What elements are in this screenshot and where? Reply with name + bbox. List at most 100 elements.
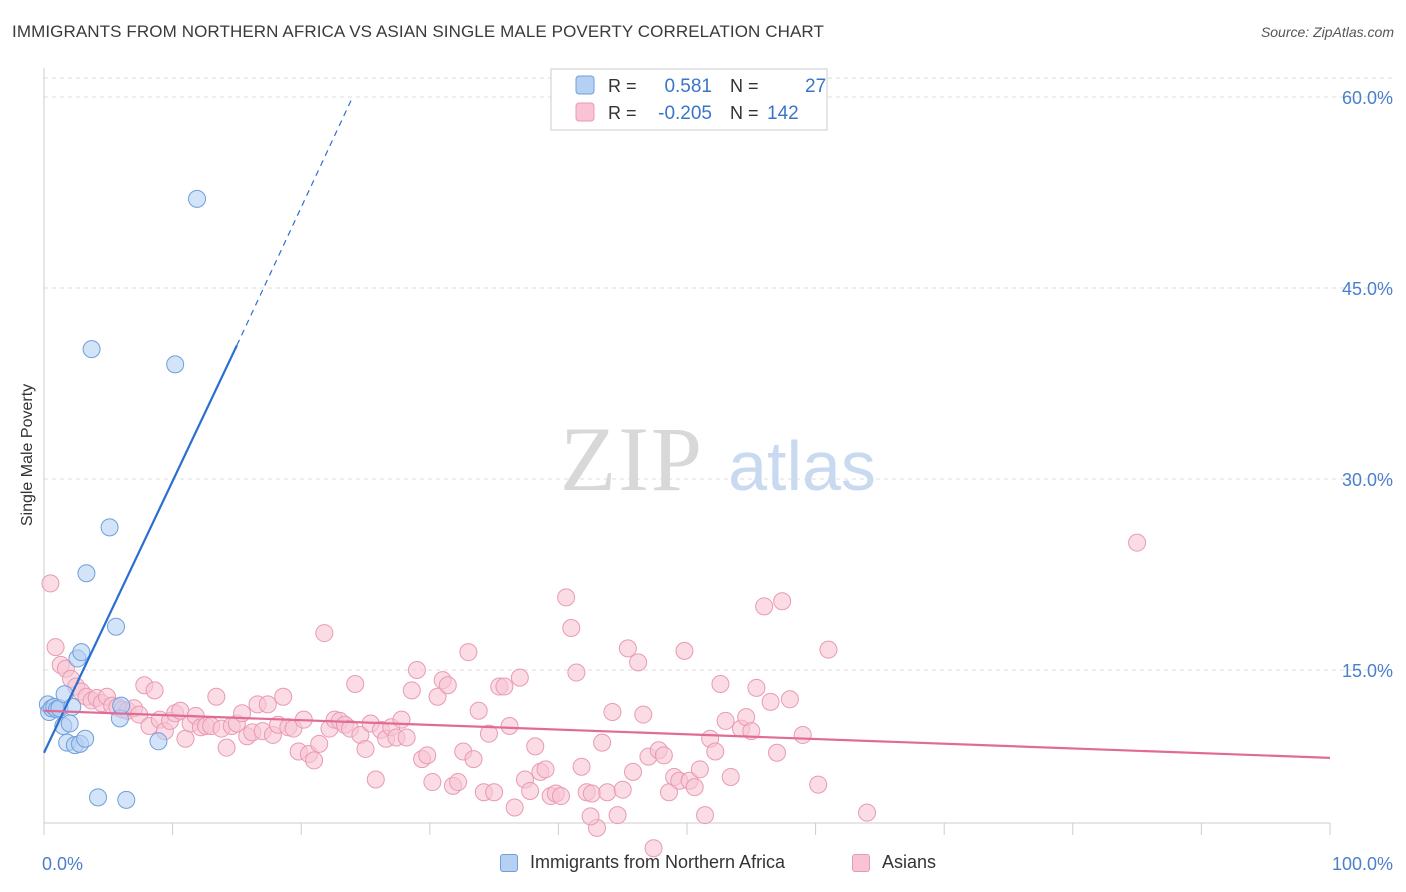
data-point (428, 687, 447, 706)
data-point (107, 617, 126, 636)
data-point (793, 725, 812, 744)
y-tick-label: 45.0% (1342, 279, 1393, 299)
trend-line (43, 709, 1331, 759)
data-point (469, 701, 488, 720)
data-point (149, 732, 168, 751)
chart-title: IMMIGRANTS FROM NORTHERN AFRICA VS ASIAN… (12, 22, 824, 41)
data-point (510, 668, 529, 687)
data-point (696, 806, 715, 825)
data-point (706, 742, 725, 761)
gridlines (44, 77, 1392, 671)
data-point (423, 773, 442, 792)
data-point (188, 189, 207, 208)
data-point (819, 640, 838, 659)
legend-n-value: 142 (767, 103, 799, 124)
watermark-atlas: atlas (728, 427, 876, 505)
legend-r-value: -0.205 (658, 103, 712, 124)
data-point (485, 783, 504, 802)
data-point (449, 773, 468, 792)
legend-n-label: N = (730, 76, 759, 96)
data-point (623, 762, 642, 781)
data-point (77, 564, 96, 583)
data-point (526, 737, 545, 756)
data-point (60, 714, 79, 733)
data-point (495, 677, 514, 696)
data-point (402, 681, 421, 700)
data-point (557, 588, 576, 607)
data-point (711, 675, 730, 694)
x-tick-label: 100.0% (1332, 854, 1393, 874)
legend-item-asians: Asians (852, 852, 936, 873)
bottom-legend: Immigrants from Northern Africa Asians (0, 852, 1406, 878)
data-point (392, 710, 411, 729)
y-tick-label: 60.0% (1342, 88, 1393, 108)
data-point (46, 638, 65, 657)
data-point (76, 729, 95, 748)
legend-blue-swatch (575, 75, 595, 95)
correlation-legend: R = 0.581 N = 27 R = -0.205 N = 142 (550, 68, 828, 131)
data-point (100, 518, 119, 537)
data-point (438, 676, 457, 695)
data-point (1128, 533, 1147, 552)
data-point (581, 807, 600, 826)
data-point (598, 783, 617, 802)
data-point (41, 574, 60, 593)
data-point (716, 711, 735, 730)
legend-n-label: N = (730, 103, 759, 123)
data-point (675, 641, 694, 660)
data-point (551, 787, 570, 806)
data-point (608, 806, 627, 825)
data-point (603, 703, 622, 722)
legend-r-value: 0.581 (664, 76, 712, 97)
data-point (618, 639, 637, 658)
data-point (747, 678, 766, 697)
data-point (145, 681, 164, 700)
data-point (780, 690, 799, 709)
data-point (505, 798, 524, 817)
y-tick-label: 15.0% (1342, 661, 1393, 681)
data-point (690, 760, 709, 779)
data-point (582, 784, 601, 803)
data-point (593, 733, 612, 752)
data-point (356, 739, 375, 758)
data-point (407, 661, 426, 679)
data-point (761, 692, 780, 711)
data-point (567, 663, 586, 682)
data-point (572, 757, 591, 776)
legend-label-asians: Asians (882, 852, 937, 872)
y-tick-label: 30.0% (1342, 470, 1393, 490)
data-point (654, 746, 673, 765)
data-point (536, 760, 555, 779)
data-point (176, 729, 195, 748)
legend-n-value: 27 (805, 76, 826, 97)
data-point (742, 722, 761, 741)
legend-r-label: R = (608, 103, 637, 123)
legend-swatch-blue (500, 853, 518, 872)
data-point (112, 696, 131, 715)
data-point (613, 780, 632, 799)
data-point (629, 653, 648, 672)
data-point (773, 592, 792, 611)
source-label: Source: ZipAtlas.com (1260, 24, 1394, 40)
trend-line-dashed (236, 96, 354, 346)
legend-pink-swatch (575, 102, 595, 122)
data-point (721, 767, 740, 786)
data-point (346, 675, 365, 694)
data-point (858, 803, 877, 822)
data-point (89, 788, 108, 807)
data-point (72, 643, 91, 662)
data-point (315, 624, 334, 643)
legend-r-label: R = (608, 76, 637, 96)
data-point (809, 775, 828, 794)
data-point (685, 778, 704, 797)
series-asians (41, 533, 1147, 858)
legend-swatch-pink (852, 853, 870, 872)
data-point (479, 724, 498, 743)
legend-item-immigrants: Immigrants from Northern Africa (500, 852, 785, 873)
data-point (397, 728, 416, 747)
data-point (366, 770, 385, 789)
data-point (464, 750, 483, 769)
data-point (305, 751, 324, 770)
data-point (274, 687, 293, 706)
